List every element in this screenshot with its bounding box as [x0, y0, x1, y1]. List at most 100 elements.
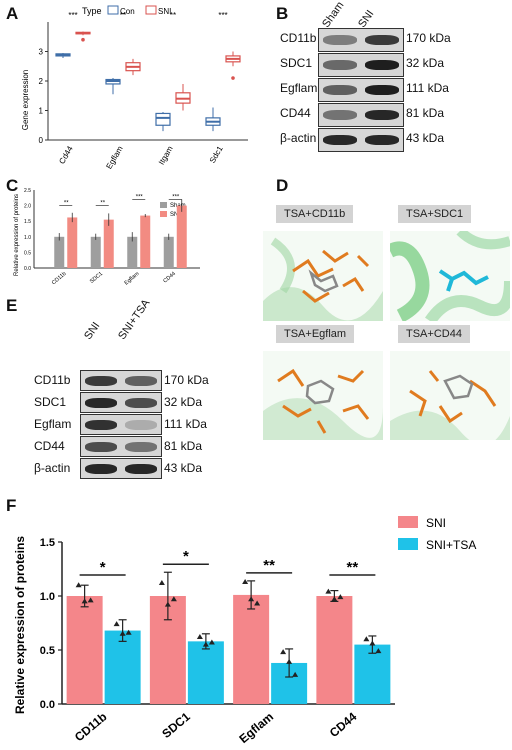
panel-f-datapoint [119, 630, 126, 636]
panel-a-xtick-label: Sdc1 [208, 144, 225, 165]
dock-title-cd11b: TSA+CD11b [276, 205, 354, 223]
panel-f-datapoint [331, 596, 338, 602]
blot-band [85, 420, 117, 430]
panel-a-xtick-label: Itgam [157, 144, 175, 166]
panel-f-xtick-label: Egflam [236, 710, 276, 746]
panel-f-xtick-label: CD44 [327, 709, 360, 740]
blot-protein-label: β-actin [280, 131, 317, 145]
panel-c-xtick-label: SDC1 [89, 271, 104, 285]
panel-f-datapoint [248, 596, 255, 602]
blot-band [125, 376, 157, 386]
panel-f-datapoint [325, 588, 332, 594]
panel-f-bar [316, 596, 353, 704]
panel-a-ytick-label: 1 [39, 107, 44, 116]
panel-a-sig: ** [120, 11, 126, 20]
panel-c-ylabel: Relative expression of proteins [14, 194, 20, 276]
panel-f-ytick-label: 1.0 [40, 591, 55, 603]
blot-kda-label: 170 kDa [406, 31, 451, 45]
panel-a-sig: *** [218, 11, 227, 20]
panel-f-legend-swatch [398, 538, 418, 550]
panel-c-bar [140, 215, 151, 268]
blot-protein-label: CD44 [34, 439, 65, 453]
panel-c-barchart: Relative expression of proteins 0.0 0.5 1.… [14, 188, 200, 287]
blot-kda-label: 111 kDa [406, 81, 449, 95]
panel-a-legend-swatch [145, 5, 157, 15]
blot-kda-label: 32 kDa [164, 395, 203, 409]
panel-c-bar [67, 217, 78, 268]
panel-f-datapoint [208, 639, 215, 645]
panel-a-xtick-label: Cd44 [57, 144, 75, 166]
panel-f-datapoint [81, 598, 88, 604]
blot-band [365, 60, 399, 70]
panel-b-western-blot: Sham SNI CD11b 170 kDa SDC1 32 kDa Egflam 111… [268, 0, 512, 170]
panel-c-bar [54, 236, 65, 268]
panel-f-sig: ** [347, 559, 359, 576]
panel-f-legend-label: SNI+TSA [426, 538, 476, 552]
panel-f-datapoint [286, 658, 293, 664]
panel-a-ytick-label: 0 [39, 136, 44, 145]
panel-a-sig: *** [68, 11, 77, 20]
panel-f-datapoint [280, 649, 287, 655]
dock-image-cd11b [263, 231, 383, 321]
panel-c-ytick-label: 0.5 [24, 250, 31, 256]
panel-f-bar [66, 596, 103, 704]
blot-band [365, 110, 399, 120]
panel-f-datapoint [369, 640, 376, 646]
blot-strip [80, 392, 162, 413]
panel-f-legend-label: SNI [426, 516, 446, 530]
panel-c-legend-swatch [160, 202, 167, 208]
panel-f-datapoint [164, 601, 171, 607]
panel-f-ytick-label: 1.5 [40, 537, 55, 549]
panel-f-bar [354, 644, 391, 704]
panel-c-ytick-label: 2.0 [24, 204, 31, 210]
panel-f-datapoint [113, 621, 120, 627]
panel-label-d: D [276, 176, 289, 195]
blot-kda-label: 170 kDa [164, 373, 209, 387]
blot-band [85, 376, 117, 386]
panel-f-sig: ** [263, 557, 275, 574]
blot-band [125, 442, 157, 452]
panel-f-datapoint [292, 671, 299, 677]
panel-c-bar [127, 236, 138, 268]
panel-f-sig: * [183, 548, 189, 565]
panel-a-box [155, 112, 171, 126]
panel-label-e: E [6, 296, 18, 315]
panel-f-ytick-label: 0.5 [40, 645, 55, 657]
blot-protein-label: CD11b [34, 373, 71, 387]
panel-c-bar [90, 236, 101, 268]
blot-band [85, 442, 117, 452]
panel-f-xtick-label: SDC1 [159, 709, 193, 741]
panel-d-docking: TSA+CD11b TSA+SDC1 TSA+Egflam TSA+CD44 [258, 195, 512, 440]
panel-f-bar [104, 630, 141, 704]
panel-c-ytick-label: 0.0 [24, 266, 31, 272]
panel-label-b: B [276, 4, 289, 23]
blot-kda-label: 81 kDa [406, 106, 445, 120]
panel-a-ytick-label: 2 [39, 77, 44, 86]
panel-e-lane-sni-tsa: SNI+TSA [116, 297, 153, 342]
panel-e-lane-sni: SNI [82, 320, 103, 342]
panel-f-sig: * [100, 559, 106, 576]
blot-band [323, 60, 357, 70]
blot-kda-label: 111 kDa [164, 417, 207, 431]
panel-c-xtick-label: CD11b [51, 271, 68, 286]
panel-f-barchart: Relative expression of proteins 0.0 0.5 1.… [13, 516, 476, 746]
blot-strip [318, 78, 404, 102]
dock-title-cd44: TSA+CD44 [398, 325, 470, 343]
blot-strip [318, 53, 404, 77]
panel-f-datapoint [337, 594, 344, 600]
blot-strip [80, 436, 162, 457]
blot-band [125, 464, 157, 474]
panel-c-legend-label: SNI [170, 212, 180, 218]
blot-protein-label: CD11b [280, 31, 317, 45]
blot-band [323, 135, 357, 145]
dock-image-sdc1 [390, 231, 510, 321]
blot-band [323, 85, 357, 95]
blot-kda-label: 43 kDa [164, 461, 203, 475]
panel-c-sig: ** [64, 201, 69, 207]
blot-protein-label: Egflam [280, 81, 318, 95]
blot-protein-label: SDC1 [280, 56, 313, 70]
dock-image-cd44 [390, 351, 510, 440]
panel-c-sig: *** [172, 194, 180, 200]
blot-strip [80, 458, 162, 479]
panel-c-ytick-label: 2.5 [24, 188, 31, 194]
